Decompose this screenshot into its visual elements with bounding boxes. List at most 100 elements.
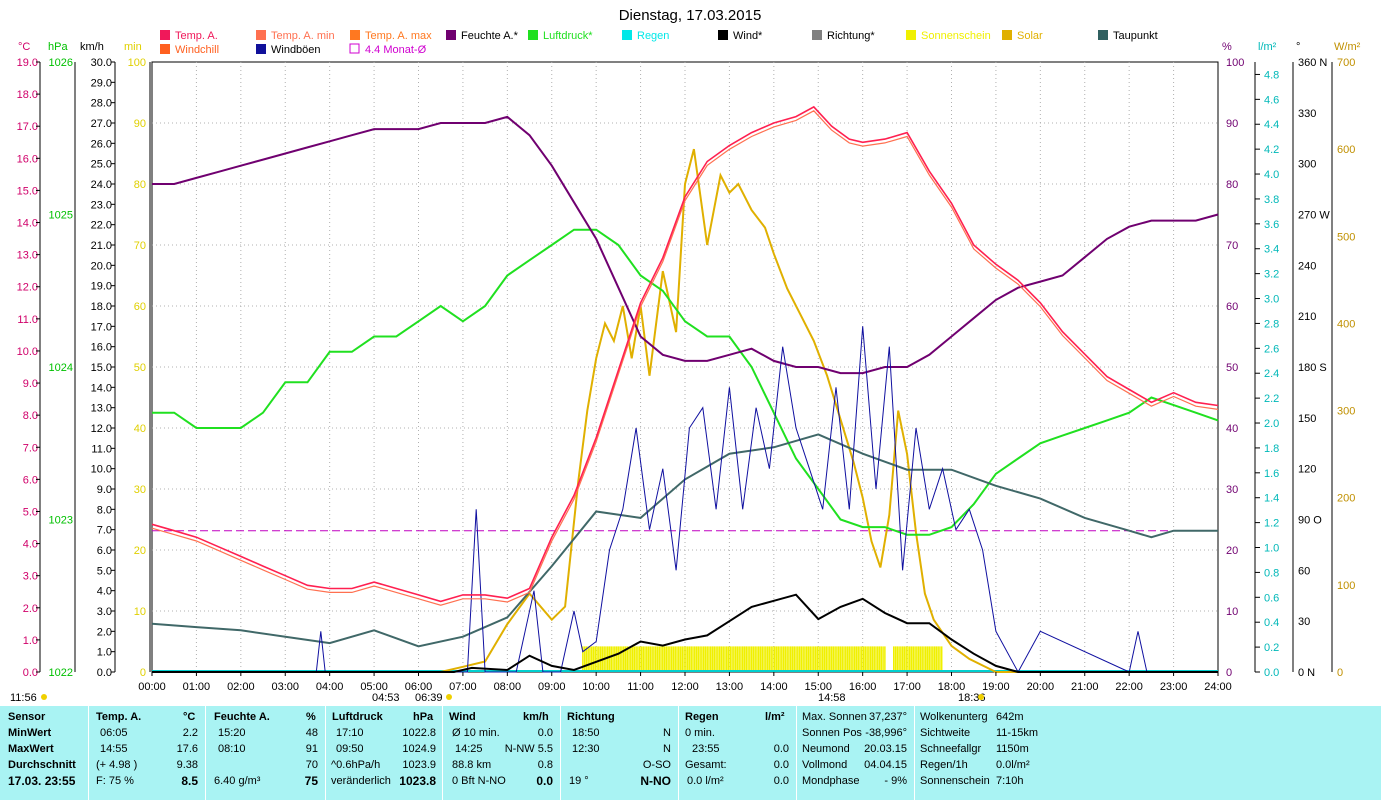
misc-label: Wolkenunterg [920, 711, 988, 723]
misc-label: Sichtweite [920, 727, 971, 739]
tick-wind: 15.0 [91, 362, 112, 374]
tick-rain: 4.2 [1264, 144, 1279, 156]
tick-temp: 1.0 [23, 635, 38, 647]
rain-time-value: 0.0 [773, 743, 789, 755]
rain-amount: 0.0 l/m² [687, 775, 724, 787]
tick-direction: 360 N [1298, 57, 1327, 69]
tick-time: 22:00 [1115, 681, 1143, 693]
misc-value: 1150m [996, 743, 1029, 755]
tick-rain: 4.8 [1264, 69, 1279, 81]
humidity-current-value: 75 [304, 774, 318, 788]
misc-value: 11-15km [996, 727, 1038, 739]
wind-header: Wind [449, 711, 476, 723]
time-axis: 00:00 01:00 02:00 03:00 04:00 05:00 06:00 07:00… [10, 672, 1232, 704]
series-solar [152, 148, 1218, 673]
legend-swatch [256, 30, 266, 40]
tick-direction: 150 [1298, 413, 1316, 425]
tick-time: 02:00 [227, 681, 255, 693]
tick-minutes: 10 [134, 606, 146, 618]
marker-dot [41, 694, 47, 700]
row-label-max: MaxWert [8, 743, 54, 755]
tick-time: 06:00 [405, 681, 433, 693]
tick-temp: 5.0 [23, 506, 38, 518]
tick-time: 00:00 [138, 681, 166, 693]
tick-rain: 4.4 [1264, 119, 1279, 131]
tick-time: 20:00 [1027, 681, 1055, 693]
legend-label: Temp. A. max [365, 30, 432, 42]
divider [796, 706, 797, 800]
tick-minutes: 80 [134, 179, 146, 191]
direction-r1-value: N [663, 727, 671, 739]
tick-direction: 330 [1298, 108, 1316, 120]
divider [205, 706, 206, 800]
tick-temp: 10.0 [17, 346, 38, 358]
row-label-min: MinWert [8, 727, 52, 739]
tick-temp: 4.0 [23, 539, 38, 551]
wind-current-value: 0.0 [536, 774, 553, 788]
direction-r1-time: 18:50 [572, 727, 600, 739]
tick-minutes: 20 [134, 545, 146, 557]
legend-swatch [1098, 30, 1108, 40]
tick-humidity: 60 [1226, 301, 1238, 313]
legend-label: Solar [1017, 30, 1043, 42]
tick-solar: 0 [1337, 667, 1343, 679]
tick-rain: 0.2 [1264, 642, 1279, 654]
axis-unit-temp: °C [18, 41, 30, 53]
tick-wind: 13.0 [91, 403, 112, 415]
legend-label: Luftdruck* [543, 30, 593, 42]
pressure-tendency: veränderlich [331, 775, 391, 787]
tick-minutes: 50 [134, 362, 146, 374]
marker-dot [978, 694, 984, 700]
tick-temp: 13.0 [17, 250, 38, 262]
tick-humidity: 10 [1226, 606, 1238, 618]
rain-total-value: 0.0 [773, 759, 789, 771]
row-label-avg: Durchschnitt [8, 759, 76, 771]
tick-humidity: 40 [1226, 423, 1238, 435]
tick-rain: 0.6 [1264, 592, 1279, 604]
tick-wind: 11.0 [91, 443, 112, 455]
tick-time: 21:00 [1071, 681, 1099, 693]
legend-swatch [622, 30, 632, 40]
tick-wind: 23.0 [91, 199, 112, 211]
stats-panel [0, 706, 1381, 800]
temp-min-time: 06:05 [100, 727, 128, 739]
tick-rain: 3.0 [1264, 294, 1279, 306]
tick-wind: 26.0 [91, 138, 112, 150]
astro-label: Max. Sonnen [802, 711, 867, 723]
misc-value: 7:10h [996, 775, 1024, 787]
tick-solar: 200 [1337, 493, 1355, 505]
legend-label: Feuchte A.* [461, 30, 519, 42]
wind-avg-label: Ø 10 min. [452, 727, 500, 739]
grid-lines [152, 62, 1218, 672]
tick-wind: 27.0 [91, 118, 112, 130]
humidity-max-value: 91 [305, 743, 318, 755]
wind-beaufort: 0 Bft N-NO [452, 775, 506, 787]
legend-label: Windchill [175, 44, 219, 56]
tick-temp: 18.0 [17, 89, 38, 101]
data-series [151, 105, 1219, 674]
wind-avg-value: 0.0 [537, 727, 553, 739]
tick-time: 13:00 [716, 681, 744, 693]
humidity-header: Feuchte A. [214, 711, 270, 723]
astro-label: Mondphase [802, 775, 860, 787]
astro-value: -38,996° [865, 727, 907, 739]
temp-current-humidity: F: 75 % [96, 775, 134, 787]
axis-unit-direction: ° [1296, 41, 1300, 53]
legend-swatch [812, 30, 822, 40]
legend-swatch [350, 30, 360, 40]
misc-value: 642m [996, 711, 1024, 723]
axis-unit-minutes: min [124, 41, 142, 53]
tick-wind: 2.0 [97, 626, 112, 638]
humidity-min-time: 15:20 [218, 727, 246, 739]
tick-wind: 30.0 [91, 57, 112, 69]
direction-current-value: N-NO [640, 774, 671, 788]
tick-rain: 4.6 [1264, 94, 1279, 106]
series-gusts [152, 326, 1218, 674]
tick-direction: 120 [1298, 464, 1316, 476]
tick-time: 23:00 [1160, 681, 1188, 693]
tick-wind: 20.0 [91, 260, 112, 272]
series-humidity [152, 115, 1219, 375]
tick-rain: 1.2 [1264, 518, 1279, 530]
legend-label: Temp. A. min [271, 30, 335, 42]
right-axes: % l/m² ° W/m²10090807060504030201004.84.64.… [1222, 41, 1361, 679]
